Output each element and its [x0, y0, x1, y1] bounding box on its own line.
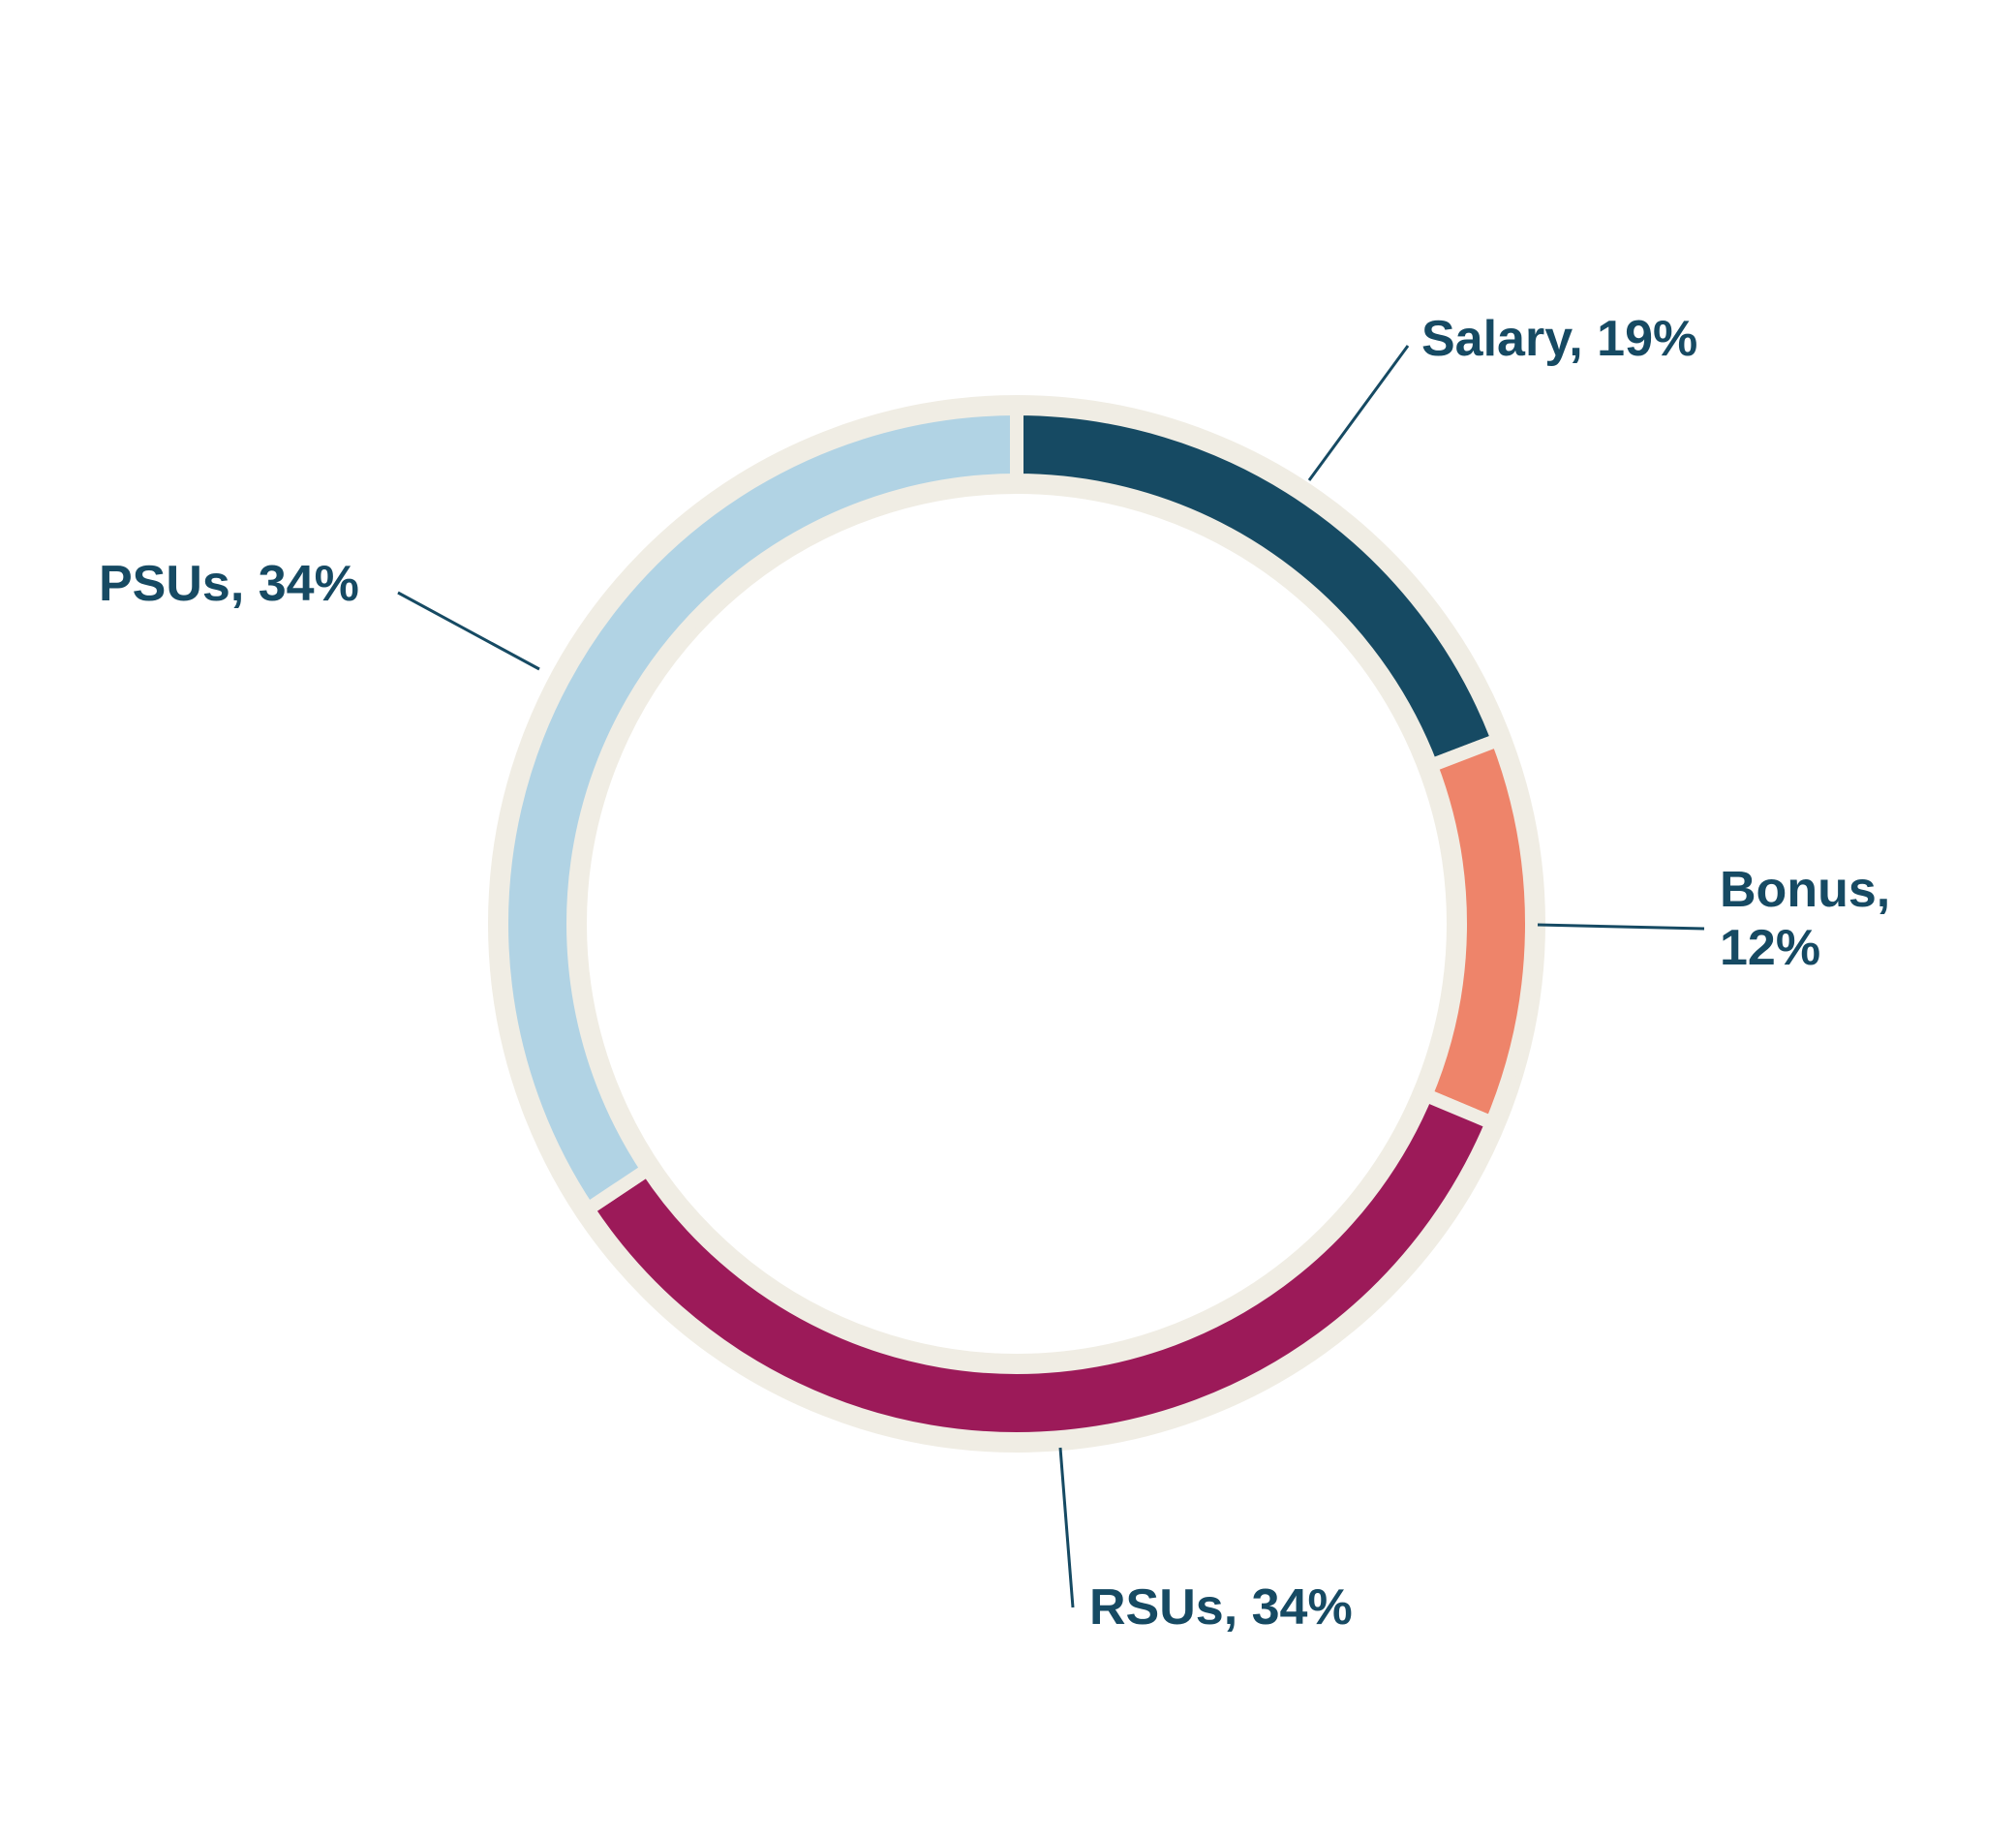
label-rsus: RSUs, 34% [1089, 1579, 1353, 1636]
labels-group: Salary, 19% Bonus, 12% RSUs, 34% PSUs, 34% [99, 311, 1890, 1636]
slice-bonus [1417, 731, 1539, 1132]
label-psus: PSUs, 34% [99, 556, 359, 612]
label-bonus: Bonus, 12% [1720, 862, 1890, 976]
label-line: PSUs, 34% [99, 556, 359, 612]
label-salary: Salary, 19% [1421, 311, 1697, 367]
label-line: 12% [1720, 920, 1820, 976]
leader-line-bonus [1537, 923, 1705, 931]
leader-line-psus [397, 591, 540, 671]
label-line: Salary, 19% [1421, 311, 1697, 367]
leader-line-rsus [1058, 1447, 1075, 1608]
slice-rsus [578, 1086, 1501, 1446]
leader-lines-group [397, 345, 1705, 1608]
slice-psus [495, 401, 1023, 1219]
slice-salary [1010, 401, 1508, 775]
label-line: Bonus, [1720, 862, 1890, 918]
leader-line-salary [1307, 345, 1410, 481]
slices-group [495, 401, 1539, 1446]
label-line: RSUs, 34% [1089, 1579, 1353, 1636]
